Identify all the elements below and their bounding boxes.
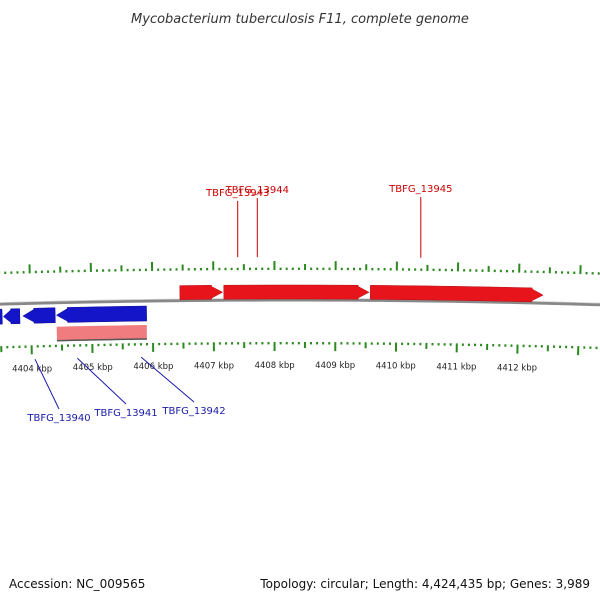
gene-label: TBFG_13942 [161,406,225,417]
reverse-gene [0,308,3,325]
reverse-gene [3,308,21,325]
rna-feature-edge [56,338,147,342]
tick-label: 4404 kbp [12,364,52,374]
tick-label: 4408 kbp [255,361,295,371]
forward-gene [179,285,224,300]
tick-label: 4407 kbp [194,361,234,371]
gene-leader-line [77,357,127,405]
tick-label: 4409 kbp [315,361,355,371]
tick-label: 4410 kbp [376,362,416,372]
tick-label: 4411 kbp [436,362,476,372]
gene-label: TBFG_13940 [26,413,90,424]
reverse-gene [55,305,147,323]
tick-label: 4405 kbp [73,363,113,373]
reverse-gene [22,307,56,324]
gene-label: TBFG_13941 [93,408,157,419]
tick-track [0,261,600,356]
map-title: Mycobacterium tuberculosis F11, complete… [131,12,469,27]
gene-leader-line [140,356,195,403]
rna-feature [56,325,147,341]
genome-backbone [0,298,600,307]
tick-label-track: 4404 kbp 4405 kbp 4406 kbp 4407 kbp 4408 kbp… [12,361,537,374]
gene-label: TBFG_13944 [225,185,289,196]
genome-summary-text: Topology: circular; Length: 4,424,435 bp… [260,577,590,591]
gene-label: TBFG_13945 [388,184,452,195]
forward-gene [223,284,370,300]
gene-leader-line [34,358,60,410]
gene-label: TBFG_13943 [205,188,269,199]
gene-track [0,284,544,342]
tick-label: 4412 kbp [497,364,537,374]
accession-text: Accession: NC_009565 [9,577,146,591]
forward-gene [370,285,544,303]
